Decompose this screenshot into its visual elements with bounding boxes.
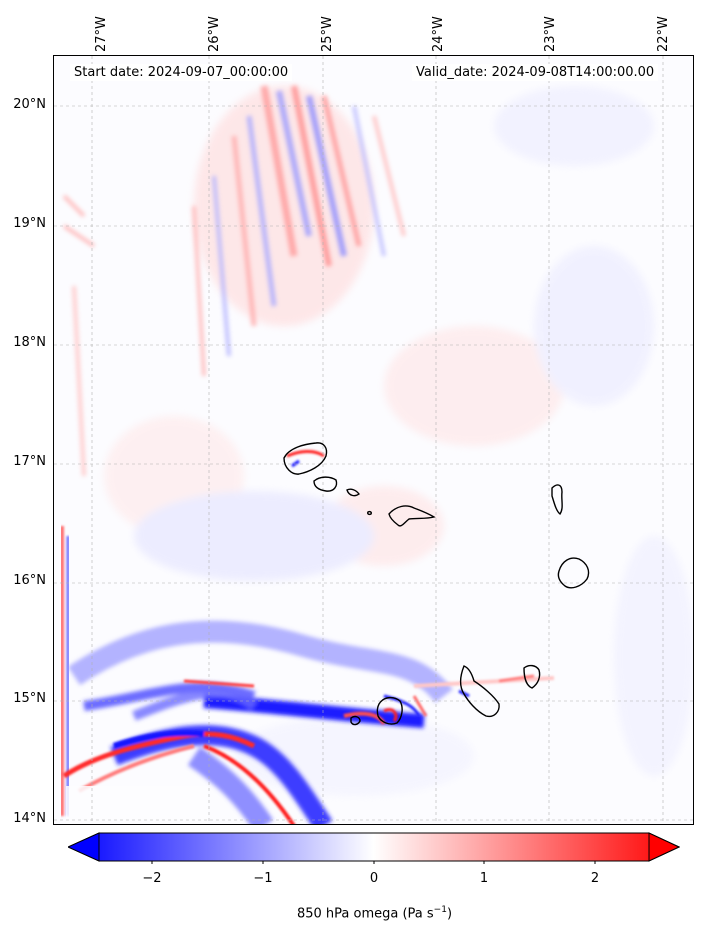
lat-label-16n: 16°N	[13, 573, 46, 588]
island-coastlines	[283, 442, 590, 726]
lat-label-18n: 18°N	[13, 335, 46, 350]
lat-label-14n: 14°N	[13, 811, 46, 826]
start-date-label: Start date: 2024-09-07_00:00:00	[70, 64, 293, 81]
coastline-santiago	[459, 665, 500, 718]
coastline-santa-luzia	[346, 488, 360, 497]
colorbar-max-extend	[648, 832, 680, 862]
lat-label-19n: 19°N	[13, 216, 46, 231]
coastline-sal	[551, 484, 563, 516]
lon-label-26w: 26°W	[207, 16, 222, 52]
lat-label-20n: 20°N	[13, 97, 46, 112]
coastline-branco	[367, 510, 372, 516]
coastline-maio	[523, 664, 541, 689]
colorbar-title-end: )	[446, 906, 453, 922]
lat-label-17n: 17°N	[13, 454, 46, 469]
colorbar-min-extend	[68, 832, 100, 862]
colorbar-title-main: 850 hPa omega (Pa s	[296, 906, 434, 922]
colorbar-tick-2: 2	[590, 871, 600, 886]
coastline-fogo	[376, 696, 403, 725]
gridlines	[54, 56, 693, 824]
colorbar-title: 850 hPa omega (Pa s−1)	[0, 905, 703, 921]
coastline-sao-nicolau	[388, 505, 436, 527]
omega-colorbar	[68, 832, 680, 864]
colorbar-tick-1: 1	[479, 871, 489, 886]
lon-label-27w: 27°W	[94, 16, 109, 52]
colorbar-tick-0: 0	[369, 871, 379, 886]
lat-label-15n: 15°N	[13, 691, 46, 706]
colorbar-tick-neg2: −2	[142, 871, 162, 886]
lon-label-25w: 25°W	[320, 16, 335, 52]
lon-label-23w: 23°W	[543, 16, 558, 52]
colorbar-tick-neg1: −1	[253, 871, 273, 886]
coastline-santo-antao	[283, 442, 328, 475]
coastline-brava	[350, 715, 361, 726]
lon-label-22w: 22°W	[656, 16, 671, 52]
coastline-boa-vista	[557, 557, 590, 589]
coastline-sao-vicente	[313, 476, 338, 492]
lon-label-24w: 24°W	[431, 16, 446, 52]
valid-date-label: Valid_date: 2024-09-08T14:00:00.00	[412, 64, 659, 81]
colorbar-body	[68, 832, 680, 862]
omega-field-map	[54, 56, 693, 824]
colorbar-title-exponent: −1	[433, 905, 447, 915]
omega-field-background	[54, 56, 693, 824]
map-panel[interactable]	[53, 55, 694, 825]
